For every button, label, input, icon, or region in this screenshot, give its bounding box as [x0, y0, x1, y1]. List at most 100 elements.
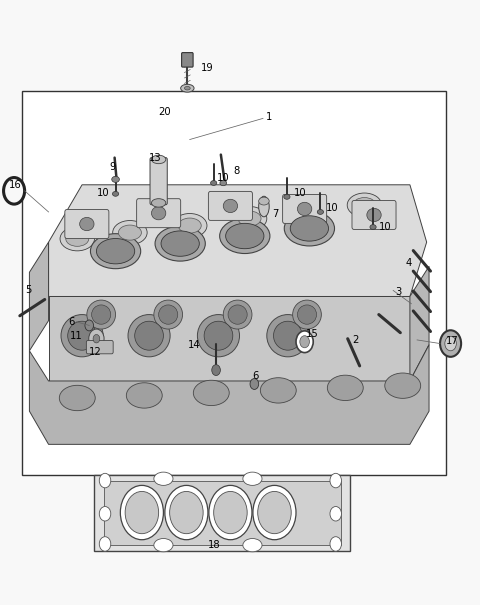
- FancyBboxPatch shape: [208, 191, 252, 220]
- Circle shape: [99, 537, 111, 551]
- Text: 10: 10: [294, 188, 306, 198]
- Text: 16: 16: [9, 180, 22, 190]
- Ellipse shape: [152, 198, 166, 207]
- Ellipse shape: [197, 315, 240, 357]
- Ellipse shape: [226, 223, 264, 249]
- Text: 15: 15: [306, 329, 318, 339]
- Circle shape: [125, 491, 158, 534]
- Text: 4: 4: [405, 258, 411, 267]
- Circle shape: [89, 329, 104, 348]
- Circle shape: [445, 336, 456, 351]
- Ellipse shape: [228, 305, 247, 324]
- Ellipse shape: [267, 315, 309, 357]
- FancyBboxPatch shape: [283, 194, 326, 223]
- Ellipse shape: [155, 226, 205, 261]
- Text: 12: 12: [88, 347, 101, 357]
- Text: 10: 10: [326, 203, 339, 213]
- Ellipse shape: [259, 197, 269, 205]
- Ellipse shape: [243, 538, 262, 552]
- Circle shape: [253, 485, 296, 540]
- Ellipse shape: [211, 180, 217, 185]
- Ellipse shape: [61, 315, 103, 357]
- Ellipse shape: [204, 321, 233, 350]
- Ellipse shape: [223, 300, 252, 329]
- FancyBboxPatch shape: [65, 209, 109, 238]
- FancyBboxPatch shape: [86, 341, 113, 354]
- Circle shape: [258, 491, 291, 534]
- Ellipse shape: [90, 234, 141, 269]
- Circle shape: [214, 491, 247, 534]
- Text: 20: 20: [158, 107, 170, 117]
- Text: 10: 10: [96, 188, 109, 198]
- Ellipse shape: [296, 204, 319, 220]
- Circle shape: [3, 177, 24, 204]
- Ellipse shape: [178, 218, 201, 233]
- Polygon shape: [48, 185, 427, 296]
- Text: 7: 7: [273, 209, 279, 219]
- Ellipse shape: [274, 321, 302, 350]
- Ellipse shape: [154, 300, 182, 329]
- FancyBboxPatch shape: [352, 200, 396, 229]
- Ellipse shape: [232, 206, 267, 231]
- Ellipse shape: [60, 385, 95, 411]
- Polygon shape: [29, 345, 429, 444]
- Ellipse shape: [243, 472, 262, 485]
- Ellipse shape: [184, 87, 190, 90]
- Bar: [22, 91, 446, 474]
- Ellipse shape: [60, 227, 95, 251]
- Ellipse shape: [96, 238, 135, 264]
- Circle shape: [99, 506, 111, 521]
- Ellipse shape: [87, 300, 116, 329]
- Text: 13: 13: [149, 152, 162, 163]
- Ellipse shape: [154, 472, 173, 485]
- Circle shape: [165, 485, 208, 540]
- Circle shape: [212, 365, 220, 376]
- Ellipse shape: [347, 193, 382, 217]
- Ellipse shape: [135, 321, 163, 350]
- Polygon shape: [410, 266, 429, 381]
- Circle shape: [330, 537, 341, 551]
- Text: 6: 6: [252, 371, 258, 381]
- Circle shape: [296, 331, 313, 353]
- Polygon shape: [104, 480, 340, 545]
- FancyBboxPatch shape: [137, 198, 180, 227]
- Ellipse shape: [154, 538, 173, 552]
- Text: 10: 10: [217, 173, 229, 183]
- Ellipse shape: [353, 198, 376, 212]
- Circle shape: [209, 485, 252, 540]
- Circle shape: [120, 485, 163, 540]
- Text: 17: 17: [446, 336, 458, 345]
- Text: 11: 11: [70, 331, 83, 341]
- Ellipse shape: [158, 305, 178, 324]
- Polygon shape: [29, 242, 48, 351]
- Ellipse shape: [370, 224, 376, 229]
- FancyBboxPatch shape: [150, 158, 167, 204]
- Ellipse shape: [284, 194, 290, 199]
- Text: 19: 19: [201, 64, 214, 73]
- Circle shape: [85, 320, 94, 331]
- Ellipse shape: [385, 373, 420, 398]
- Circle shape: [250, 379, 259, 390]
- Ellipse shape: [152, 206, 166, 220]
- Ellipse shape: [220, 218, 270, 253]
- Ellipse shape: [66, 231, 89, 246]
- Ellipse shape: [260, 378, 296, 403]
- Ellipse shape: [193, 381, 229, 405]
- Ellipse shape: [259, 196, 269, 217]
- Ellipse shape: [290, 200, 324, 224]
- Ellipse shape: [68, 321, 96, 350]
- Ellipse shape: [92, 305, 111, 324]
- Circle shape: [330, 506, 341, 521]
- Text: 18: 18: [207, 540, 220, 550]
- Ellipse shape: [152, 155, 166, 164]
- Polygon shape: [48, 296, 410, 381]
- Ellipse shape: [113, 221, 147, 244]
- Text: 2: 2: [352, 335, 359, 345]
- Text: 6: 6: [69, 317, 75, 327]
- Circle shape: [330, 473, 341, 488]
- Text: 9: 9: [110, 162, 116, 172]
- Ellipse shape: [290, 216, 328, 241]
- Circle shape: [440, 330, 461, 357]
- Ellipse shape: [367, 208, 381, 221]
- Ellipse shape: [112, 176, 120, 182]
